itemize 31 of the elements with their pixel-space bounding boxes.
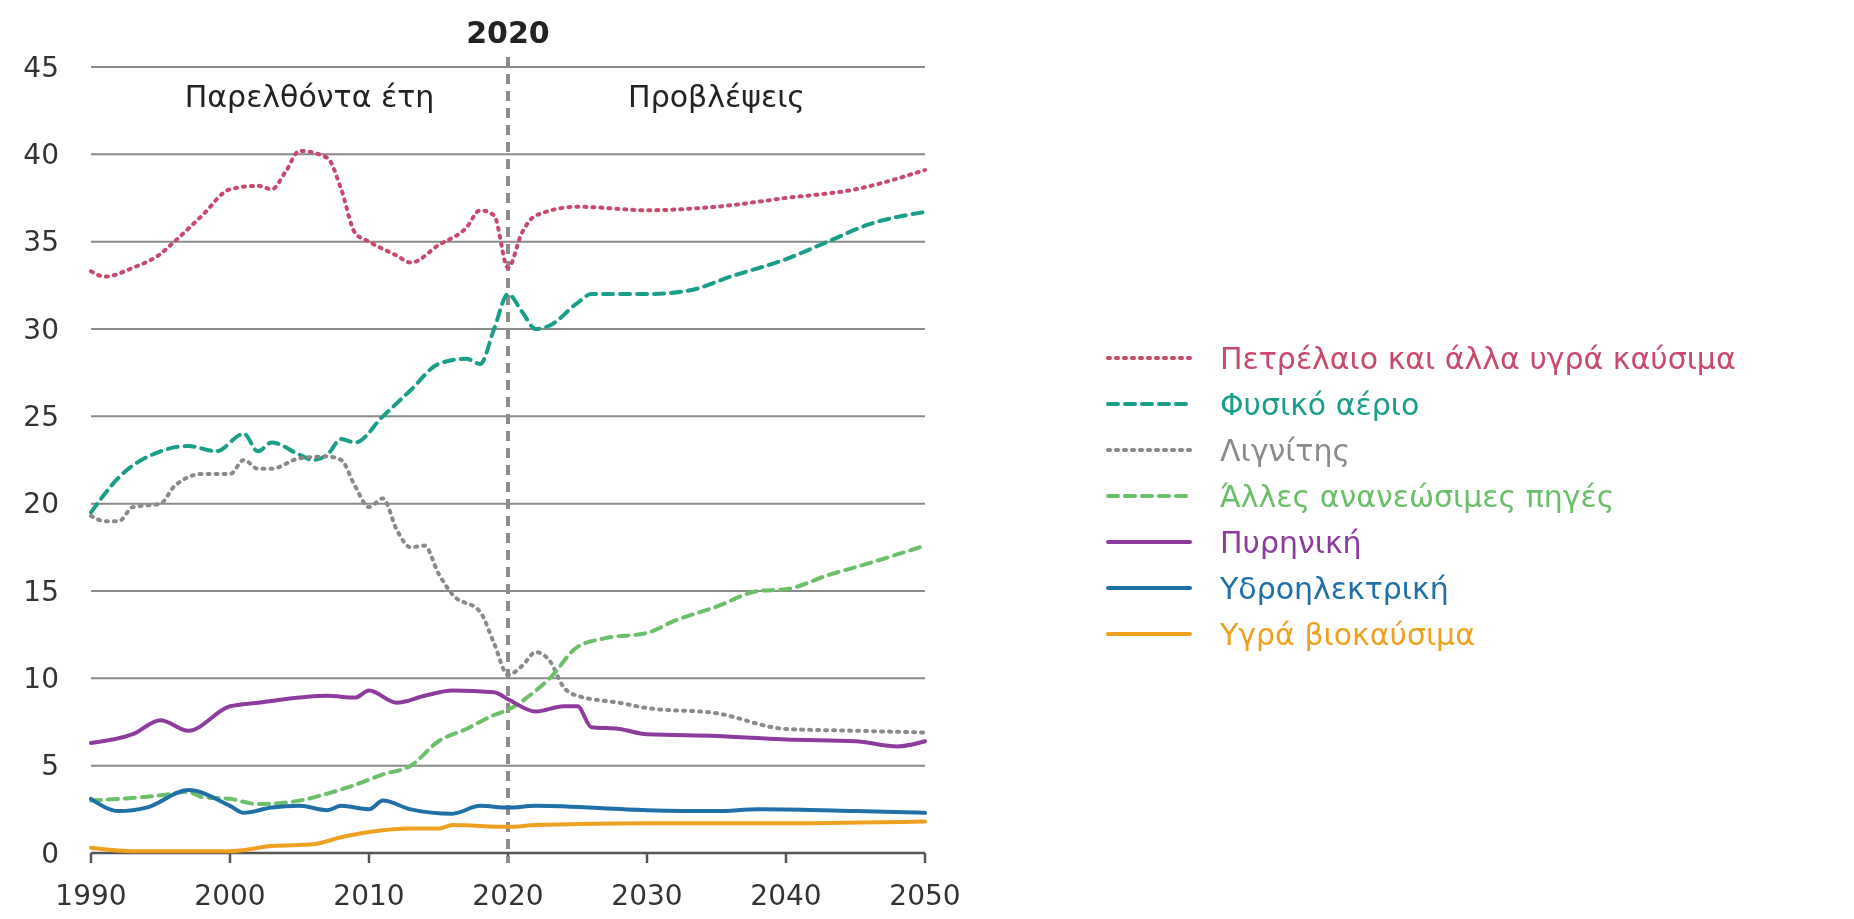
y-tick-label: 5 (41, 749, 59, 783)
legend-label: Φυσικό αέριο (1220, 386, 1420, 422)
line-series (89, 209, 927, 515)
x-tick-label: 2040 (750, 879, 822, 912)
line-series (89, 788, 927, 816)
ref-line-label: 2020 (466, 15, 550, 50)
line-series (89, 688, 927, 749)
y-tick-label: 0 (41, 836, 59, 870)
y-tick-label: 35 (23, 225, 59, 259)
legend-label: Πετρέλαιο και άλλα υγρά καύσιμα (1220, 340, 1736, 376)
x-tick-label: 2020 (472, 879, 544, 912)
y-tick-label: 25 (23, 400, 59, 434)
legend-label: Υγρά βιοκαύσιμα (1219, 616, 1475, 652)
y-tick-label: 30 (23, 312, 59, 346)
x-tick-label: 2050 (889, 879, 961, 912)
y-tick-label: 20 (23, 487, 59, 521)
line-series (89, 148, 927, 279)
legend-label: Υδροηλεκτρική (1219, 570, 1449, 606)
x-tick-label: 2010 (333, 879, 405, 912)
legend-label: Λιγνίτης (1220, 432, 1351, 468)
y-tick-label: 45 (23, 50, 59, 84)
legend-label: Άλλες ανανεώσιμες πηγές (1220, 478, 1615, 514)
x-tick-label: 2000 (194, 879, 266, 912)
annotation: Παρελθόντα έτη (184, 79, 435, 114)
y-tick-label: 15 (23, 574, 59, 608)
x-tick-label: 2030 (611, 879, 683, 912)
y-tick-label: 40 (23, 138, 59, 172)
annotation: Προβλέψεις (628, 79, 805, 114)
y-tick-label: 10 (23, 662, 59, 696)
legend-label: Πυρηνική (1220, 524, 1362, 560)
x-tick-label: 1990 (55, 879, 127, 912)
